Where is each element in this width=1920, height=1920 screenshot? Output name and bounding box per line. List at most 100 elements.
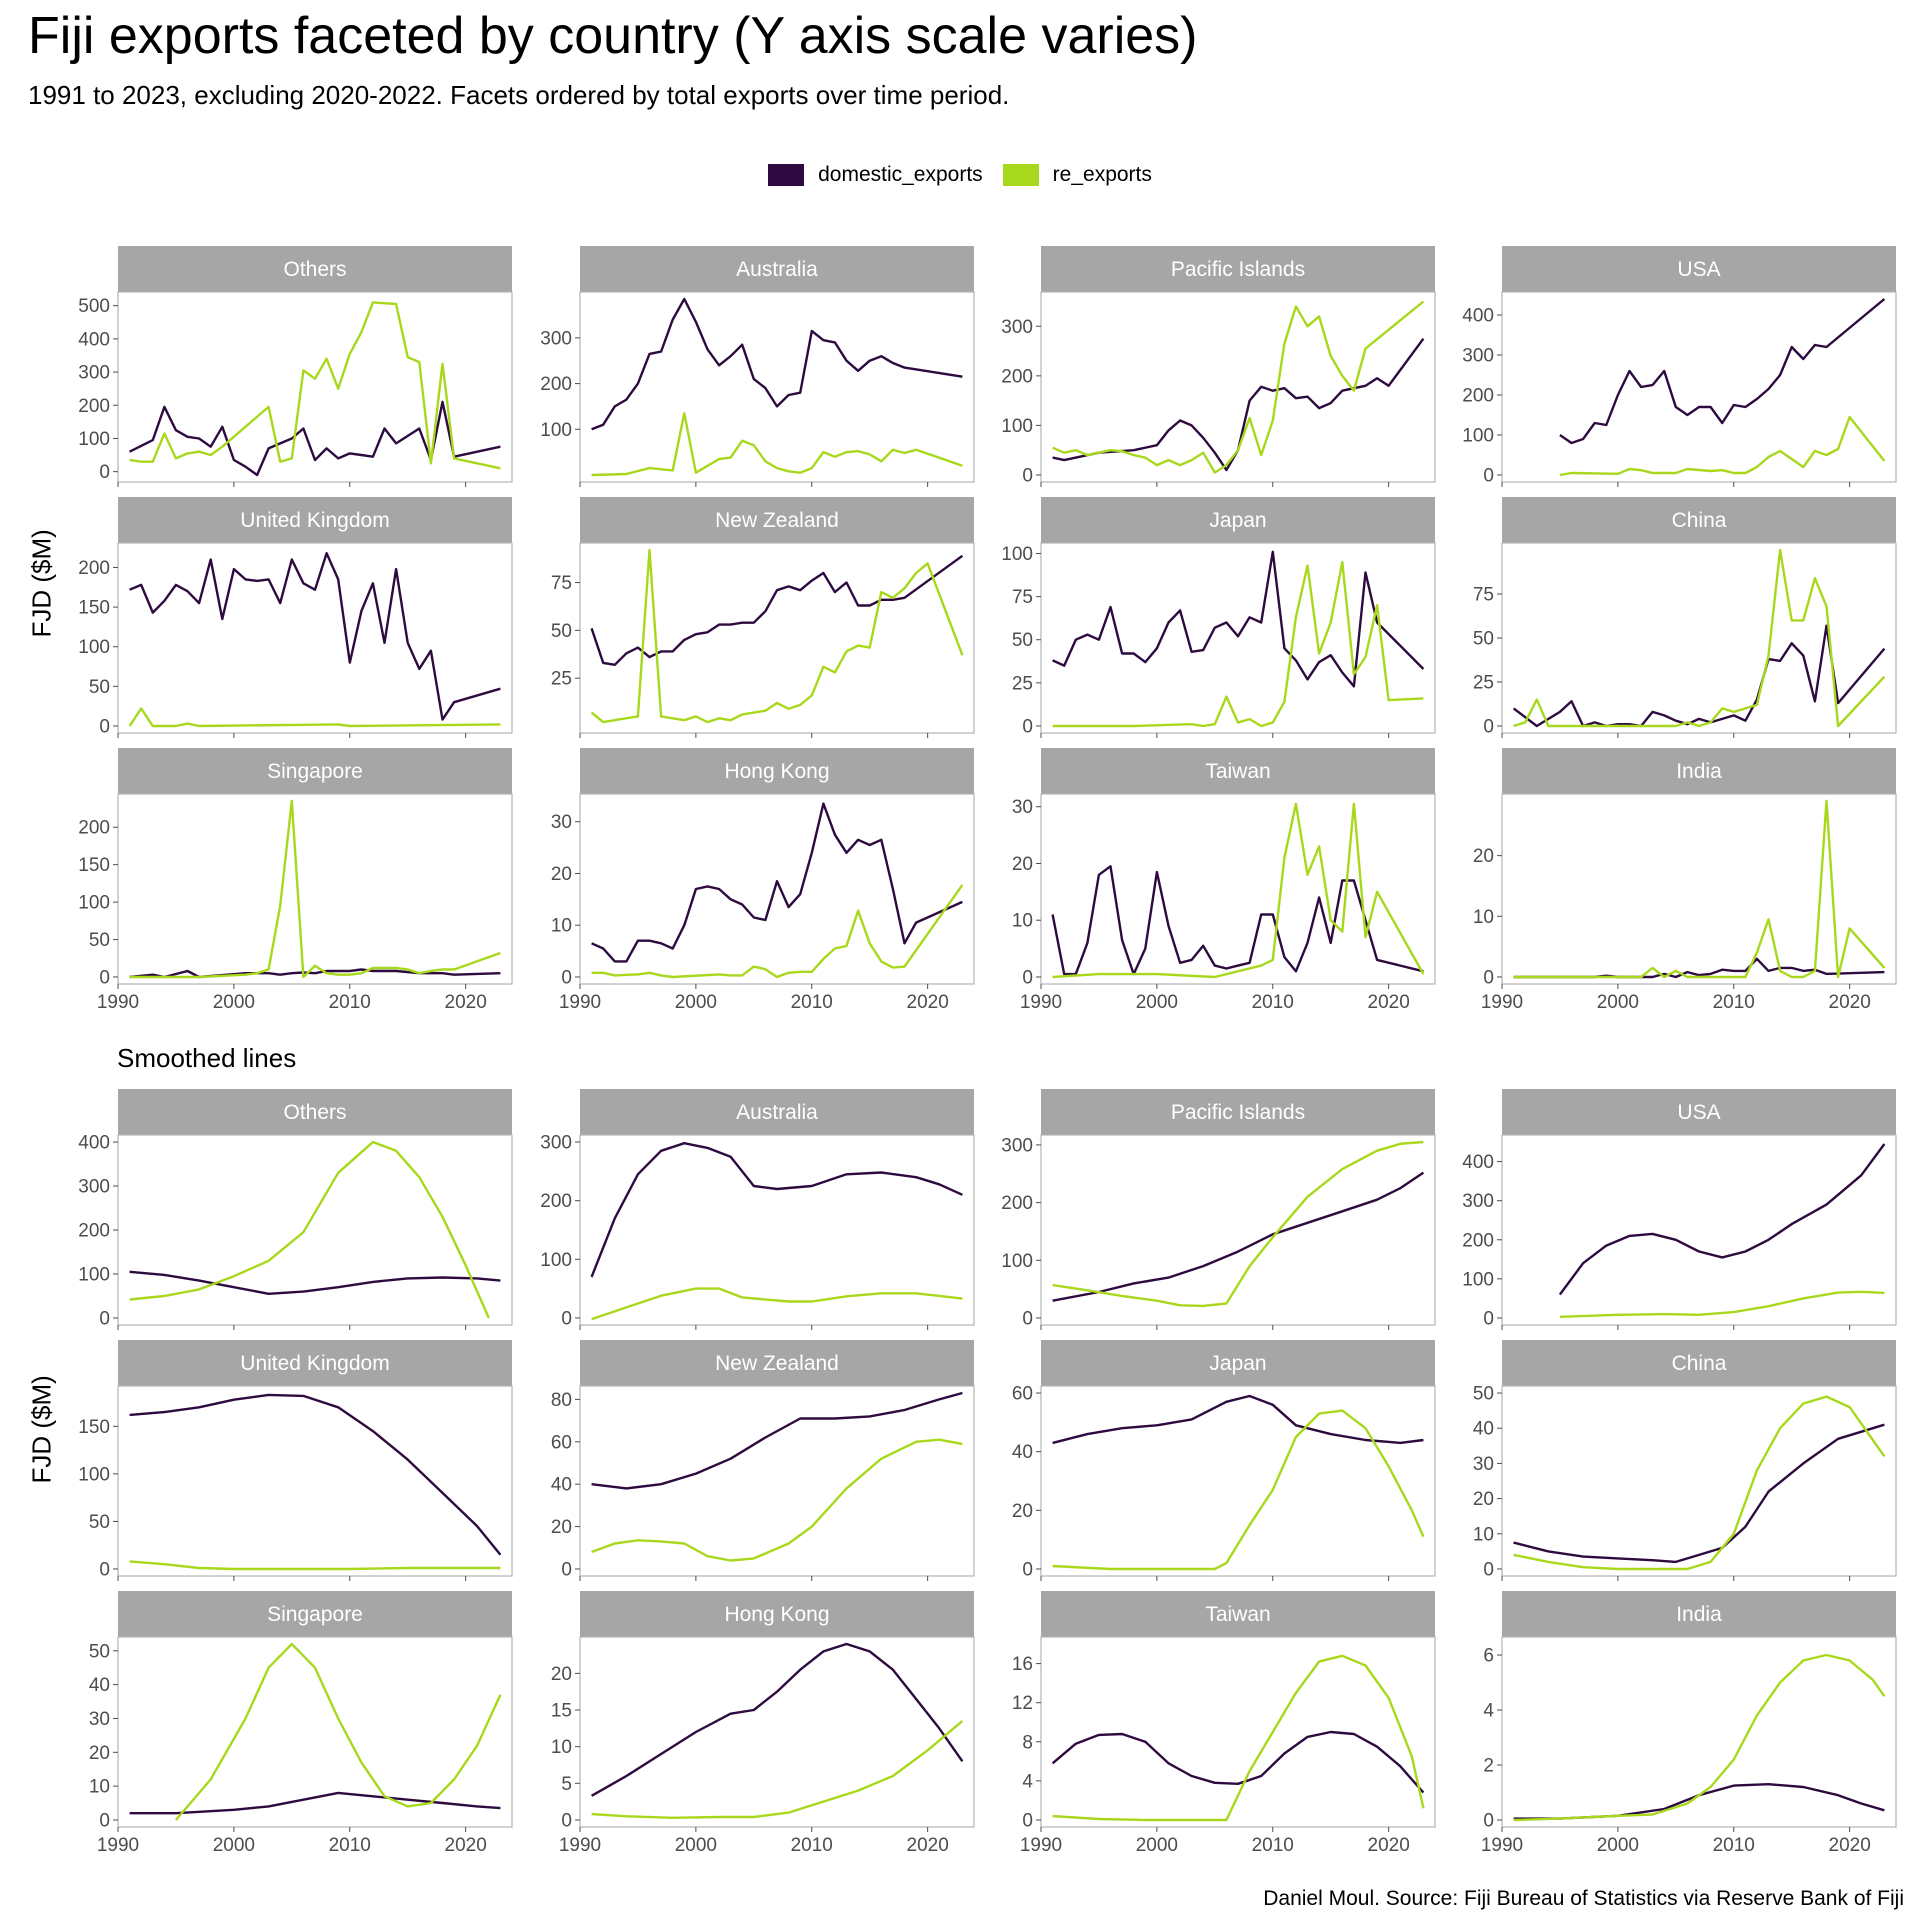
y-tick-label: 0: [1483, 716, 1494, 737]
facet-smoothed-india: India 0 2 4 6 1990 2000 2010 2020: [1481, 1591, 1897, 1856]
y-tick-label: 0: [1022, 716, 1033, 737]
x-tick-label: 2020: [445, 1835, 487, 1856]
facet-strip: [118, 1340, 512, 1386]
panel-border: [1501, 1134, 1897, 1326]
y-tick-label: 30: [1012, 797, 1033, 818]
facet-strip-label: Pacific Islands: [1171, 258, 1305, 281]
y-tick-label: 200: [78, 558, 110, 579]
y-tick-label: 50: [551, 621, 572, 642]
facet-raw-united-kingdom: United Kingdom 0 50 100 150 200: [78, 497, 513, 738]
y-tick-label: 100: [1462, 425, 1494, 446]
series-line-re: [1052, 560, 1424, 728]
y-tick-label: 50: [89, 930, 110, 951]
x-tick-label: 2000: [1136, 1835, 1178, 1856]
y-tick-label: 0: [1483, 465, 1494, 486]
facet-strip: [580, 1340, 974, 1386]
y-tick-label: 20: [1473, 846, 1494, 867]
facet-strip-label: Others: [283, 258, 346, 281]
y-tick-label: 6: [1483, 1646, 1494, 1667]
y-tick-label: 100: [1001, 1251, 1033, 1272]
panel-border: [117, 1636, 513, 1828]
series-line-domestic: [1052, 550, 1425, 688]
panel-border: [1040, 1134, 1436, 1326]
y-tick-label: 40: [551, 1475, 572, 1496]
y-tick-label: 100: [540, 420, 572, 441]
y-tick-label: 0: [99, 716, 110, 737]
facet-strip: [118, 246, 512, 292]
series-line-re: [1052, 802, 1425, 979]
facet-smoothed-united-kingdom: United Kingdom 0 50 100 150: [78, 1340, 513, 1581]
facet-raw-hong-kong: Hong Kong 0 10 20 30 1990 2000 2010 2020: [551, 748, 975, 1013]
y-tick-label: 0: [1022, 1559, 1033, 1580]
facet-strip-label: United Kingdom: [240, 1352, 389, 1375]
x-tick-label: 2020: [907, 992, 949, 1013]
y-tick-label: 0: [1022, 967, 1033, 988]
facet-strip-label: India: [1676, 1603, 1722, 1626]
x-tick-label: 2020: [907, 1835, 949, 1856]
x-tick-label: 2000: [1597, 1835, 1639, 1856]
y-tick-label: 0: [561, 1559, 572, 1580]
legend-item-domestic: domestic_exports: [768, 163, 983, 187]
y-tick-label: 100: [1462, 1269, 1494, 1290]
x-tick-label: 2010: [1252, 992, 1294, 1013]
facet-strip: [1502, 748, 1896, 794]
y-tick-label: 100: [1001, 416, 1033, 437]
x-tick-label: 1990: [559, 992, 601, 1013]
facet-strip: [1502, 497, 1896, 543]
y-tick-label: 400: [1462, 306, 1494, 327]
x-tick-label: 2010: [329, 992, 371, 1013]
facet-strip: [580, 748, 974, 794]
facet-raw-india: India 0 10 20 1990 2000 2010 2020: [1473, 748, 1897, 1013]
facet-strip: [580, 246, 974, 292]
series-line-re: [591, 884, 964, 979]
y-tick-label: 0: [99, 967, 110, 988]
y-tick-label: 0: [561, 1810, 572, 1831]
y-tick-label: 75: [1012, 587, 1033, 608]
facet-strip-label: Pacific Islands: [1171, 1101, 1305, 1124]
x-tick-label: 1990: [1020, 1835, 1062, 1856]
facet-strip-label: Australia: [736, 258, 818, 281]
y-tick-label: 100: [78, 1264, 110, 1285]
y-tick-label: 100: [1001, 544, 1033, 565]
panel-border: [579, 793, 975, 985]
y-tick-label: 300: [1462, 346, 1494, 367]
y-tick-label: 400: [78, 1133, 110, 1154]
y-tick-label: 150: [78, 855, 110, 876]
facet-strip-label: Japan: [1209, 509, 1266, 532]
series-line-domestic: [129, 1270, 501, 1295]
series-line-domestic: [591, 297, 963, 431]
series-line-domestic: [591, 802, 963, 963]
y-tick-label: 40: [1473, 1419, 1494, 1440]
x-tick-label: 2010: [1713, 992, 1755, 1013]
y-tick-label: 200: [1001, 1193, 1033, 1214]
x-tick-label: 1990: [559, 1835, 601, 1856]
y-tick-label: 0: [1022, 465, 1033, 486]
series-line-re: [128, 707, 501, 728]
panel-border: [1501, 291, 1897, 483]
series-line-domestic: [1513, 957, 1885, 979]
facet-strip: [118, 497, 512, 543]
y-tick-label: 20: [89, 1743, 110, 1764]
x-tick-label: 1990: [1481, 992, 1523, 1013]
facet-raw-japan: Japan 0 25 50 75 100: [1001, 497, 1436, 738]
y-tick-label: 0: [99, 462, 110, 483]
x-tick-label: 2020: [1368, 992, 1410, 1013]
facet-strip-label: United Kingdom: [240, 509, 389, 532]
x-tick-label: 2010: [329, 1835, 371, 1856]
y-tick-label: 0: [561, 1308, 572, 1329]
facet-strip: [1502, 1340, 1896, 1386]
y-tick-label: 25: [551, 669, 572, 690]
y-tick-label: 300: [540, 1133, 572, 1154]
facet-strip-label: India: [1676, 760, 1722, 783]
y-tick-label: 50: [1473, 629, 1494, 650]
facet-strip-label: Taiwan: [1205, 1603, 1270, 1626]
y-tick-label: 10: [551, 1737, 572, 1758]
facet-strip-label: USA: [1677, 1101, 1720, 1124]
series-line-domestic: [1513, 1423, 1885, 1564]
y-tick-label: 20: [551, 1664, 572, 1685]
y-tick-label: 0: [99, 1308, 110, 1329]
facet-strip-label: China: [1672, 509, 1727, 532]
y-tick-label: 200: [1001, 366, 1033, 387]
x-tick-label: 2000: [675, 1835, 717, 1856]
